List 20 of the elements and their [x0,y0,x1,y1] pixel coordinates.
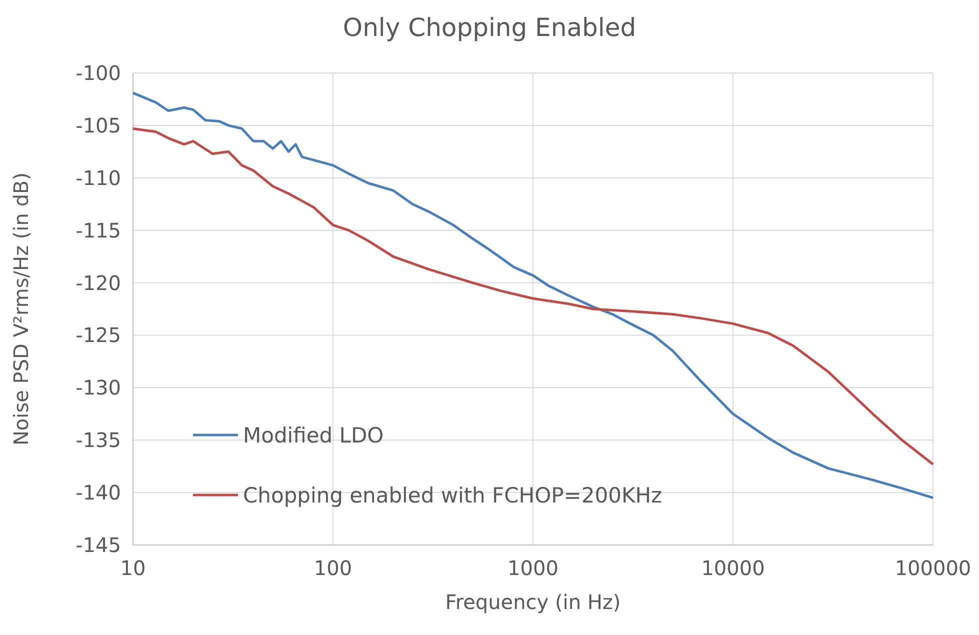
x-tick-label: 10000 [701,556,765,580]
y-tick-label: -145 [76,533,121,557]
y-tick-label: -120 [76,270,121,295]
x-tick-label: 10 [120,556,146,580]
y-tick-label: -130 [76,376,121,400]
y-tick-label: -110 [76,166,121,190]
x-tick-label: 100000 [894,556,972,580]
y-tick-label: -140 [76,480,121,505]
legend-label: Modified LDO [243,423,384,448]
y-tick-label: -135 [76,428,121,452]
y-tick-label: -125 [76,323,121,348]
y-axis-title: Noise PSD V²rms/Hz (in dB) [9,172,33,446]
y-tick-label: -115 [76,218,121,242]
x-tick-label: 1000 [508,556,558,580]
x-tick-label: 100 [314,556,352,580]
x-axis-title: Frequency (in Hz) [445,590,621,614]
legend-label: Chopping enabled with FCHOP=200KHz [243,483,662,508]
y-tick-label: -100 [76,61,121,85]
chart-title: Only Chopping Enabled [342,13,636,42]
y-tick-label: -105 [76,113,121,138]
